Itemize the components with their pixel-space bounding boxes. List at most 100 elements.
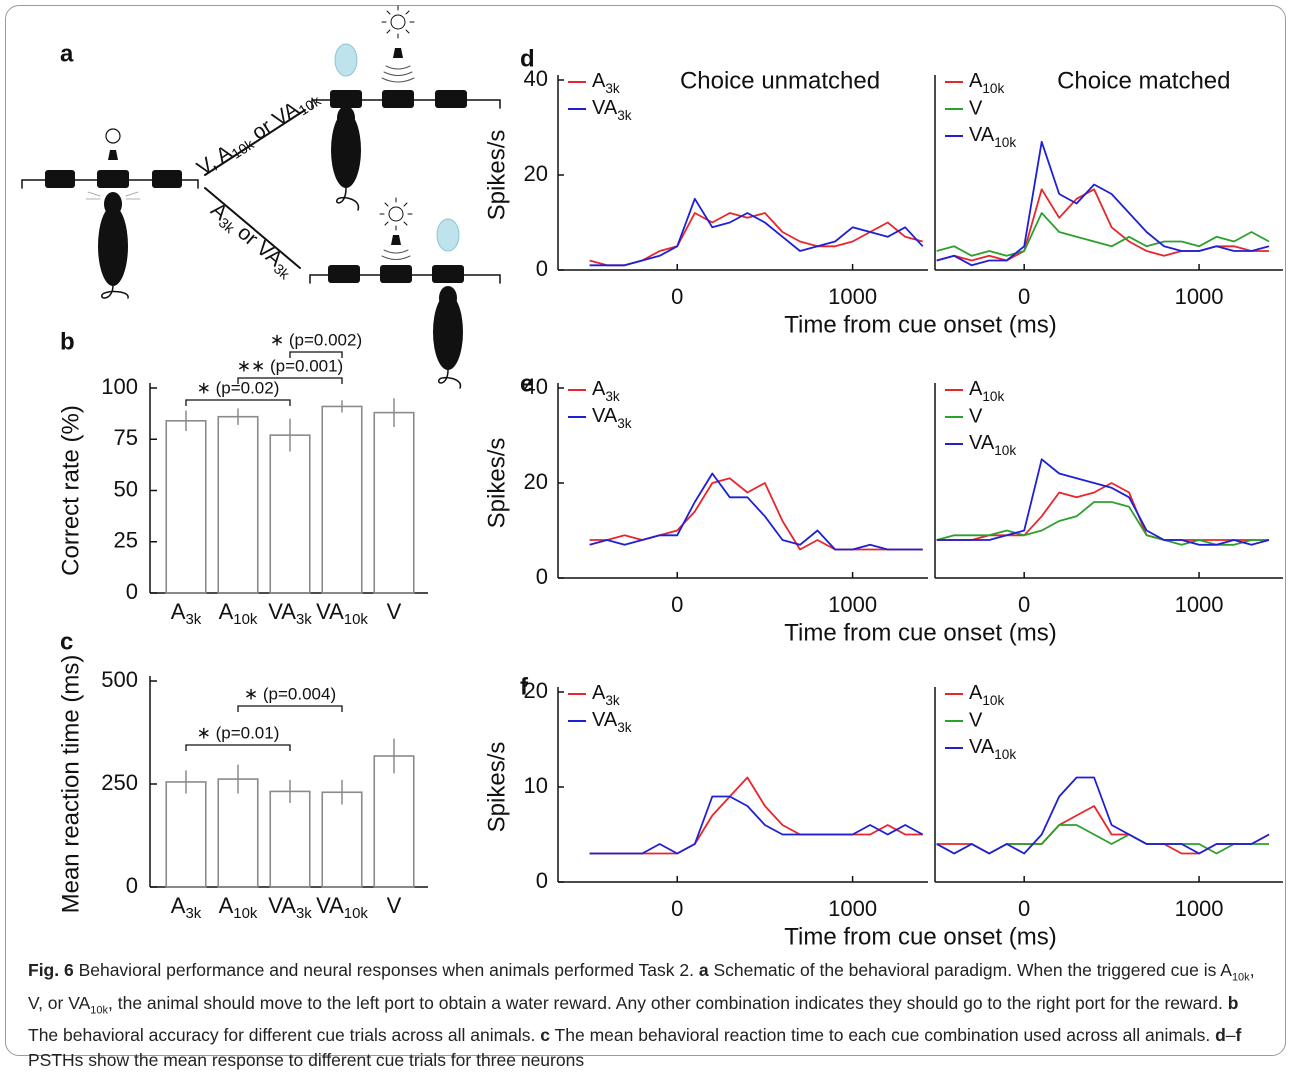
port: [328, 265, 360, 283]
caption-bold: c: [540, 1025, 551, 1045]
panel-label: a: [60, 40, 74, 67]
x-tick-label: 1000: [828, 284, 877, 309]
y-axis-label: Spikes/s: [483, 130, 510, 221]
y-tick-label: 10: [524, 773, 548, 798]
branch-line: [204, 109, 306, 176]
sound-waves: [381, 249, 411, 260]
series-line: [936, 501, 1269, 546]
legend-label: A10k: [969, 378, 1004, 403]
mouse: [85, 191, 141, 299]
y-tick-label: 20: [524, 469, 548, 494]
series-line: [589, 472, 923, 551]
y-tick-label: 0: [536, 868, 548, 893]
x-tick-label: 1000: [828, 896, 877, 921]
significance-label: ∗ (p=0.01): [197, 723, 280, 742]
legend-label: VA3k: [592, 709, 632, 734]
y-tick-label: 100: [101, 374, 138, 399]
plot-title: Choice unmatched: [680, 67, 880, 94]
legend-label: VA10k: [969, 124, 1016, 149]
caption-text: The mean behavioral reaction time to eac…: [550, 1025, 1216, 1045]
mouse: [331, 106, 361, 211]
panel-label: f: [520, 673, 529, 700]
caption: Fig. 6 Behavioral performance and neural…: [28, 958, 1273, 1073]
legend-label: A10k: [969, 70, 1004, 95]
branch-line: [204, 187, 301, 269]
bar: [165, 419, 207, 594]
x-tick-label: 0: [671, 592, 683, 617]
caption-text: Schematic of the behavioral paradigm. Wh…: [708, 960, 1232, 980]
x-axis-label: Time from cue onset (ms): [784, 619, 1057, 646]
text-segment: V, A: [193, 141, 236, 180]
speaker: [108, 150, 118, 160]
y-tick-label: 40: [524, 66, 548, 91]
schematic: [21, 5, 501, 389]
sound-waves: [381, 65, 415, 83]
light-on: [379, 197, 413, 231]
x-tick-label: 0: [1018, 284, 1030, 309]
legend-label: A3k: [592, 682, 620, 707]
y-tick-label: 0: [536, 256, 548, 281]
series-line: [589, 197, 924, 267]
y-tick-label: 25: [114, 528, 138, 553]
y-tick-label: 0: [126, 579, 138, 604]
significance-label: ∗ (p=0.002): [270, 330, 362, 349]
port: [45, 170, 75, 188]
x-tick-label: V: [387, 893, 402, 918]
significance-label: ∗ (p=0.004): [244, 684, 336, 703]
x-tick-label: VA3k: [268, 599, 312, 628]
x-tick-label: A10k: [219, 893, 258, 922]
caption-text: , the animal should move to the left por…: [108, 992, 1228, 1013]
subscript: 10k: [90, 1004, 109, 1016]
caption-bold: d: [1215, 1025, 1226, 1045]
port: [330, 90, 362, 108]
port: [382, 90, 414, 108]
caption-bold: b: [1227, 992, 1239, 1013]
y-tick-label: 50: [114, 476, 138, 501]
significance-bracket: [185, 744, 291, 751]
bar: [321, 405, 363, 594]
x-tick-label: VA3k: [268, 893, 312, 922]
panel-label: c: [60, 628, 73, 655]
port: [380, 265, 412, 283]
significance-bracket: [237, 377, 343, 384]
significance-bracket: [237, 705, 343, 712]
x-tick-label: A10k: [219, 599, 258, 628]
x-tick-label: 1000: [1175, 284, 1224, 309]
bar: [373, 755, 415, 888]
legend-label: V: [969, 97, 983, 119]
series-line: [936, 140, 1270, 267]
caption-bold: Fig. 6: [28, 960, 74, 980]
y-tick-label: 500: [101, 667, 138, 692]
panel-label: b: [60, 328, 75, 355]
caption-bold: a: [698, 960, 709, 980]
bar: [269, 790, 311, 888]
legend-label: VA3k: [592, 405, 632, 430]
y-axis-label: Spikes/s: [483, 438, 510, 529]
x-tick-label: V: [387, 599, 402, 624]
legend-label: A10k: [969, 682, 1004, 707]
x-tick-label: VA10k: [316, 893, 368, 922]
x-axis-label: Time from cue onset (ms): [784, 311, 1057, 338]
bar: [321, 791, 363, 888]
y-axis-label: Mean reaction time (ms): [57, 655, 84, 914]
y-tick-label: 75: [114, 425, 138, 450]
y-tick-label: 20: [524, 678, 548, 703]
speaker: [393, 48, 403, 58]
panel-label: d: [520, 45, 535, 72]
x-tick-label: VA10k: [316, 599, 368, 628]
subscript: 10k: [1231, 971, 1250, 984]
port: [152, 170, 182, 188]
legend-label: V: [969, 709, 983, 731]
caption-text: –: [1225, 1025, 1236, 1045]
caption-text: , V, or VA: [28, 960, 1255, 1013]
figure-frame: [5, 5, 1286, 1056]
x-tick-label: 0: [671, 284, 683, 309]
water-drop: [436, 218, 460, 252]
bar: [217, 415, 259, 594]
x-tick-label: A3k: [171, 893, 202, 922]
bar: [165, 781, 207, 888]
y-axis-label: Spikes/s: [483, 742, 510, 833]
series-line: [589, 795, 924, 855]
series-line: [936, 482, 1269, 541]
y-tick-label: 0: [126, 873, 138, 898]
